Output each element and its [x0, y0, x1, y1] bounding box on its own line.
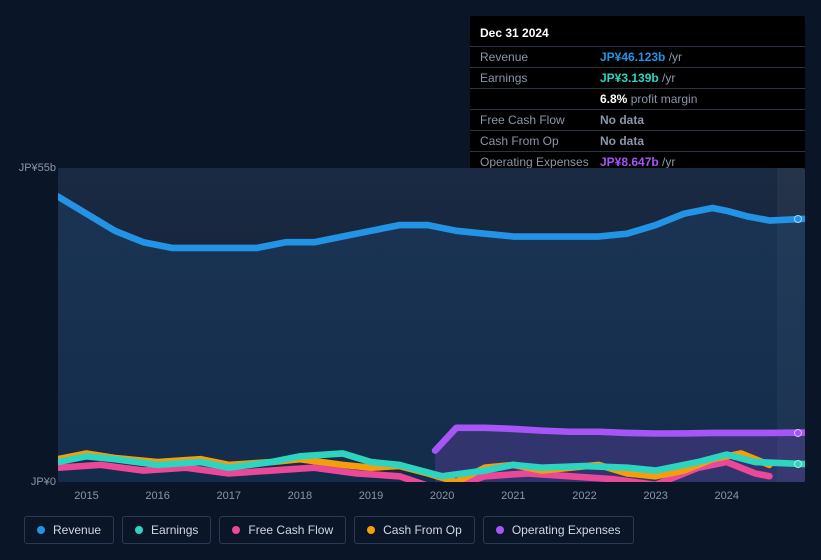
legend-item-cash-from-op[interactable]: Cash From Op: [354, 516, 475, 544]
legend-label: Revenue: [53, 523, 101, 537]
tooltip-row: Cash From OpNo data: [470, 130, 805, 151]
legend-swatch: [135, 526, 143, 534]
legend-swatch: [496, 526, 504, 534]
legend-label: Free Cash Flow: [248, 523, 333, 537]
legend-label: Earnings: [151, 523, 198, 537]
x-axis-tick: 2019: [359, 490, 383, 502]
tooltip-row-value: JP¥3.139b /yr: [600, 71, 675, 85]
y-axis-label-min: JP¥0: [31, 476, 56, 488]
x-axis-tick: 2016: [145, 490, 169, 502]
tooltip-row-label: Free Cash Flow: [480, 113, 600, 127]
series-end-marker: [794, 429, 802, 437]
legend-label: Operating Expenses: [512, 523, 621, 537]
x-axis-tick: 2022: [572, 490, 596, 502]
x-axis-tick: 2018: [288, 490, 312, 502]
chart-svg: [58, 168, 805, 482]
legend-swatch: [232, 526, 240, 534]
x-axis-tick: 2020: [430, 490, 454, 502]
legend-item-earnings[interactable]: Earnings: [122, 516, 211, 544]
tooltip-row-value: JP¥46.123b /yr: [600, 50, 682, 64]
tooltip-row-value: 6.8% profit margin: [600, 92, 697, 106]
tooltip-row-label: Earnings: [480, 71, 600, 85]
x-axis: 2015 2016 2017 2018 2019 2020 2021 2022 2023 2024: [58, 486, 805, 510]
legend-swatch: [367, 526, 375, 534]
chart-plot-area[interactable]: [58, 168, 805, 482]
tooltip-date: Dec 31 2024: [470, 24, 805, 46]
x-axis-tick: 2023: [643, 490, 667, 502]
tooltip-row-label: Cash From Op: [480, 134, 600, 148]
tooltip-row: EarningsJP¥3.139b /yr: [470, 67, 805, 88]
tooltip-row-value: No data: [600, 113, 644, 127]
legend-item-operating-expenses[interactable]: Operating Expenses: [483, 516, 634, 544]
tooltip-row-label: Revenue: [480, 50, 600, 64]
series-end-marker: [794, 215, 802, 223]
legend-item-revenue[interactable]: Revenue: [24, 516, 114, 544]
series-end-marker: [794, 460, 802, 468]
tooltip-row-label: [480, 92, 600, 106]
x-axis-tick: 2021: [501, 490, 525, 502]
data-tooltip: Dec 31 2024 RevenueJP¥46.123b /yrEarning…: [470, 16, 805, 180]
x-axis-tick: 2015: [74, 490, 98, 502]
legend-label: Cash From Op: [383, 523, 462, 537]
x-axis-tick: 2024: [714, 490, 738, 502]
legend: Revenue Earnings Free Cash Flow Cash From O…: [24, 516, 634, 544]
x-axis-tick: 2017: [216, 490, 240, 502]
tooltip-row: 6.8% profit margin: [470, 88, 805, 109]
tooltip-row: RevenueJP¥46.123b /yr: [470, 46, 805, 67]
financials-chart: JP¥55b JP¥0 2015 2016 2017 2018 2019 2020 2021…: [16, 160, 805, 510]
legend-swatch: [37, 526, 45, 534]
legend-item-free-cash-flow[interactable]: Free Cash Flow: [219, 516, 346, 544]
tooltip-row: Free Cash FlowNo data: [470, 109, 805, 130]
tooltip-row-value: No data: [600, 134, 644, 148]
y-axis-label-max: JP¥55b: [19, 162, 56, 174]
